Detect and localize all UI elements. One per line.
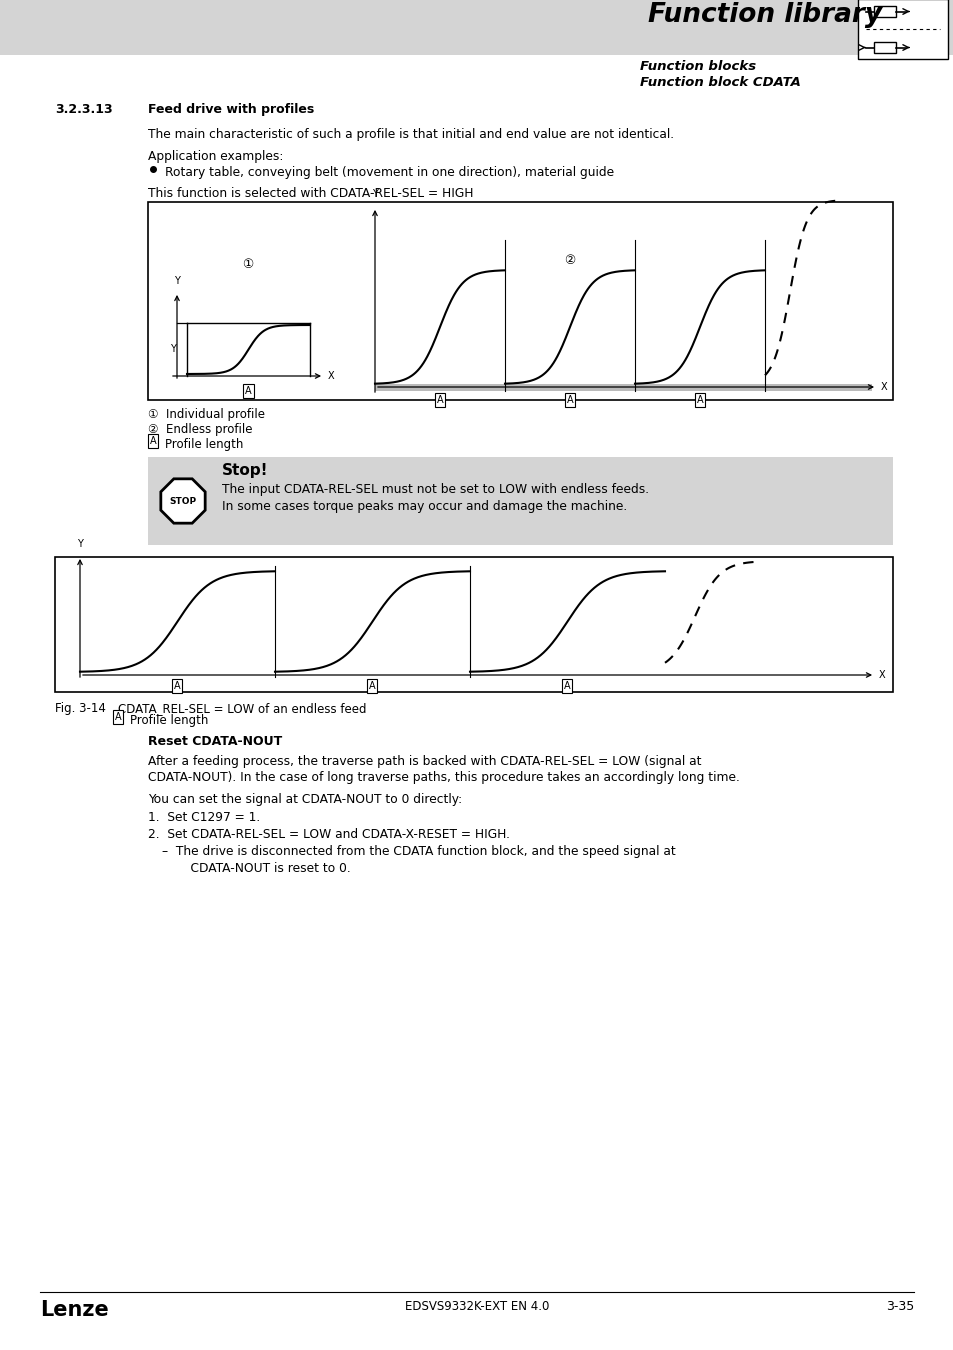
Text: Y: Y xyxy=(170,344,175,355)
Bar xyxy=(148,202,892,400)
Text: Fig. 3-14: Fig. 3-14 xyxy=(55,702,106,716)
Text: X: X xyxy=(328,371,335,381)
Text: The main characteristic of such a profile is that initial and end value are not : The main characteristic of such a profil… xyxy=(148,128,674,140)
Text: X: X xyxy=(880,382,886,391)
Text: Y: Y xyxy=(173,275,180,286)
Text: A: A xyxy=(566,396,573,405)
Text: CDATA-NOUT is reset to 0.: CDATA-NOUT is reset to 0. xyxy=(174,863,351,875)
Text: A: A xyxy=(173,680,180,691)
Bar xyxy=(857,0,947,59)
Text: Feed drive with profiles: Feed drive with profiles xyxy=(148,103,314,116)
Text: Profile length: Profile length xyxy=(130,714,208,728)
Text: A: A xyxy=(245,386,252,396)
Text: Y: Y xyxy=(77,539,83,549)
Bar xyxy=(148,458,892,545)
Text: A: A xyxy=(150,436,156,446)
Text: You can set the signal at CDATA-NOUT to 0 directly:: You can set the signal at CDATA-NOUT to … xyxy=(148,792,461,806)
Text: Function library: Function library xyxy=(647,1,882,28)
Polygon shape xyxy=(161,479,205,524)
Text: 2.  Set CDATA-REL-SEL = LOW and CDATA-X-RESET = HIGH.: 2. Set CDATA-REL-SEL = LOW and CDATA-X-R… xyxy=(148,828,510,841)
Text: Application examples:: Application examples: xyxy=(148,150,283,163)
Text: EDSVS9332K-EXT EN 4.0: EDSVS9332K-EXT EN 4.0 xyxy=(404,1300,549,1314)
Text: 1.  Set C1297 = 1.: 1. Set C1297 = 1. xyxy=(148,811,260,824)
Text: A: A xyxy=(696,396,702,405)
Text: ②: ② xyxy=(564,254,575,266)
Text: Rotary table, conveying belt (movement in one direction), material guide: Rotary table, conveying belt (movement i… xyxy=(165,166,614,180)
Text: Reset CDATA-NOUT: Reset CDATA-NOUT xyxy=(148,734,282,748)
Text: ①: ① xyxy=(242,258,253,271)
Bar xyxy=(55,558,892,693)
Text: CDATA-NOUT). In the case of long traverse paths, this procedure takes an accordi: CDATA-NOUT). In the case of long travers… xyxy=(148,771,740,784)
Text: CDATA_REL-SEL = LOW of an endless feed: CDATA_REL-SEL = LOW of an endless feed xyxy=(118,702,366,716)
Text: After a feeding process, the traverse path is backed with CDATA-REL-SEL = LOW (s: After a feeding process, the traverse pa… xyxy=(148,755,700,768)
Text: X: X xyxy=(878,670,884,680)
Text: Y: Y xyxy=(372,189,377,198)
Text: Stop!: Stop! xyxy=(222,463,268,478)
Text: STOP: STOP xyxy=(170,497,196,505)
Text: Profile length: Profile length xyxy=(165,437,243,451)
Text: A: A xyxy=(563,680,570,691)
Text: Function blocks: Function blocks xyxy=(639,59,756,73)
Bar xyxy=(0,0,953,55)
Text: –  The drive is disconnected from the CDATA function block, and the speed signal: – The drive is disconnected from the CDA… xyxy=(162,845,675,859)
Text: A: A xyxy=(114,711,121,722)
Text: 3-35: 3-35 xyxy=(884,1300,913,1314)
Bar xyxy=(873,42,895,53)
Text: 3.2.3.13: 3.2.3.13 xyxy=(55,103,112,116)
Text: ②  Endless profile: ② Endless profile xyxy=(148,423,253,436)
Text: A: A xyxy=(436,396,443,405)
Text: A: A xyxy=(368,680,375,691)
Bar xyxy=(873,5,895,18)
Text: Lenze: Lenze xyxy=(40,1300,109,1320)
Text: In some cases torque peaks may occur and damage the machine.: In some cases torque peaks may occur and… xyxy=(222,500,626,513)
Text: ①  Individual profile: ① Individual profile xyxy=(148,408,265,421)
Text: Function block CDATA: Function block CDATA xyxy=(639,76,800,89)
Text: The input CDATA-REL-SEL must not be set to LOW with endless feeds.: The input CDATA-REL-SEL must not be set … xyxy=(222,483,648,495)
Bar xyxy=(375,383,871,392)
Text: This function is selected with CDATA-REL-SEL = HIGH: This function is selected with CDATA-REL… xyxy=(148,188,473,200)
